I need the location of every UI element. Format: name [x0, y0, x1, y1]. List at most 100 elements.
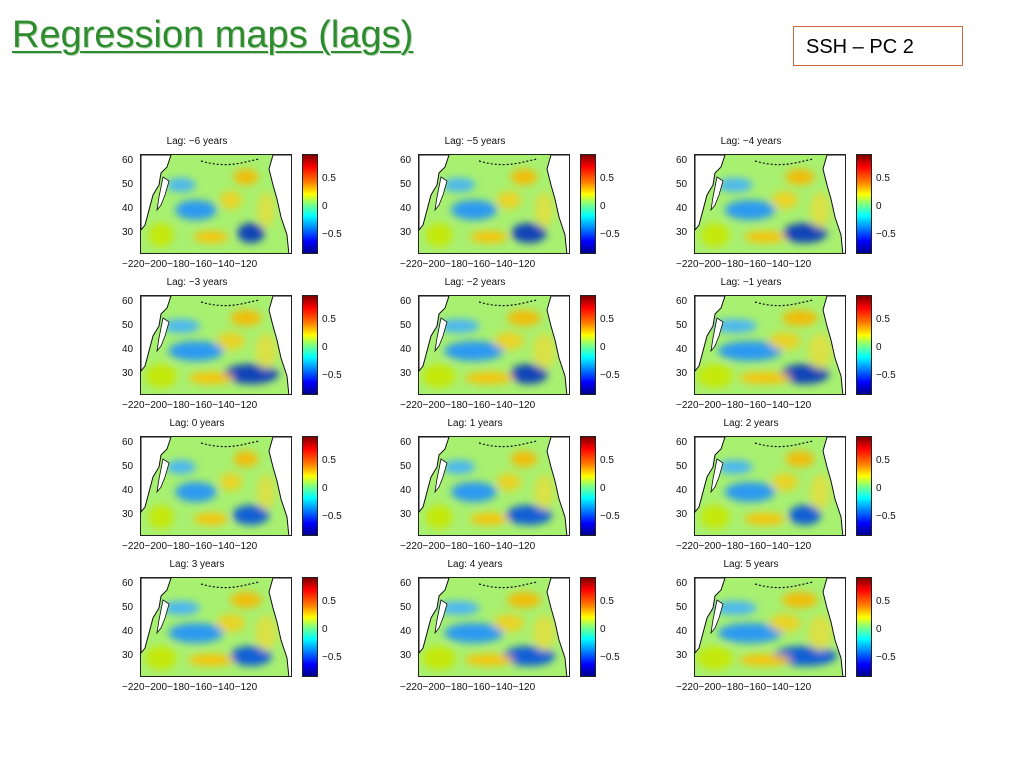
y-axis-tick-label: 50 — [122, 179, 134, 190]
y-axis-tick-label: 50 — [122, 461, 134, 472]
y-axis-tick-label: 60 — [676, 578, 688, 589]
map-field-graphic — [141, 578, 291, 676]
ssh-regression-map — [140, 295, 292, 395]
ssh-regression-map — [140, 577, 292, 677]
colorbar-tick-label: 0 — [876, 483, 882, 494]
y-axis-tick-label: 40 — [122, 344, 134, 355]
x-axis-tick-labels: −220−200−180−160−140−120 — [122, 682, 258, 693]
regression-map-panel: Lag: −4 years 60 50 40 30 −220−200−180−160−14… — [656, 136, 926, 280]
ssh-regression-map — [418, 154, 570, 254]
colorbar-tick-label: −0.5 — [876, 229, 896, 240]
map-field-graphic — [695, 296, 845, 394]
colorbar-tick-label: 0 — [322, 201, 328, 212]
colorbar-tick-label: 0.5 — [322, 314, 336, 325]
map-field-graphic — [419, 296, 569, 394]
ssh-regression-map — [694, 154, 846, 254]
y-axis-tick-label: 60 — [400, 578, 412, 589]
y-axis-tick-label: 40 — [676, 344, 688, 355]
colorbar — [856, 295, 872, 395]
colorbar-tick-label: 0.5 — [600, 173, 614, 184]
y-axis-tick-label: 30 — [676, 368, 688, 379]
regression-map-panel: Lag: 2 years 60 50 40 30 −220−200−180−160−140… — [656, 418, 926, 562]
regression-map-panel: Lag: −6 years 60 50 40 30 −220−200−180−160−14… — [102, 136, 372, 280]
regression-map-panel: Lag: 1 years 60 50 40 30 −220−200−180−160−140… — [380, 418, 650, 562]
ssh-regression-map — [140, 154, 292, 254]
y-axis-tick-label: 60 — [122, 437, 134, 448]
colorbar — [302, 436, 318, 536]
colorbar — [856, 154, 872, 254]
ssh-regression-map — [694, 295, 846, 395]
y-axis-tick-label: 50 — [400, 179, 412, 190]
x-axis-tick-labels: −220−200−180−160−140−120 — [400, 259, 536, 270]
colorbar-tick-label: 0.5 — [876, 596, 890, 607]
y-axis-tick-label: 40 — [400, 626, 412, 637]
y-axis-tick-label: 60 — [122, 296, 134, 307]
colorbar — [302, 154, 318, 254]
colorbar-tick-label: 0.5 — [600, 314, 614, 325]
ssh-regression-map — [418, 295, 570, 395]
regression-map-panel: Lag: −3 years 60 50 40 30 −220−200−180−160−14… — [102, 277, 372, 421]
y-axis-tick-label: 30 — [400, 650, 412, 661]
y-axis-tick-label: 30 — [676, 650, 688, 661]
panel-title: Lag: 5 years — [723, 559, 779, 570]
colorbar-tick-label: 0 — [876, 201, 882, 212]
y-axis-tick-label: 40 — [400, 344, 412, 355]
y-axis-tick-label: 60 — [122, 155, 134, 166]
ssh-regression-map — [694, 436, 846, 536]
y-axis-tick-label: 50 — [400, 320, 412, 331]
colorbar-tick-label: 0.5 — [322, 596, 336, 607]
colorbar-tick-label: 0 — [600, 624, 606, 635]
panel-title: Lag: 1 years — [447, 418, 503, 429]
map-field-graphic — [419, 578, 569, 676]
regression-map-panel: Lag: −1 years 60 50 40 30 −220−200−180−160−14… — [656, 277, 926, 421]
ssh-regression-map — [418, 436, 570, 536]
colorbar-tick-label: 0.5 — [322, 455, 336, 466]
colorbar — [580, 436, 596, 536]
regression-map-panel: Lag: −5 years 60 50 40 30 −220−200−180−160−14… — [380, 136, 650, 280]
y-axis-tick-label: 50 — [122, 320, 134, 331]
y-axis-tick-label: 50 — [122, 602, 134, 613]
regression-map-panel: Lag: 4 years 60 50 40 30 −220−200−180−160−140… — [380, 559, 650, 703]
y-axis-tick-label: 40 — [122, 626, 134, 637]
colorbar — [580, 295, 596, 395]
colorbar-tick-label: 0.5 — [876, 173, 890, 184]
panel-title: Lag: 3 years — [169, 559, 225, 570]
y-axis-tick-label: 30 — [676, 509, 688, 520]
colorbar — [856, 577, 872, 677]
colorbar-tick-label: 0.5 — [322, 173, 336, 184]
y-axis-tick-label: 40 — [676, 485, 688, 496]
panel-title: Lag: −1 years — [720, 277, 782, 288]
x-axis-tick-labels: −220−200−180−160−140−120 — [676, 541, 812, 552]
y-axis-tick-label: 50 — [400, 461, 412, 472]
regression-map-panel: Lag: 3 years 60 50 40 30 −220−200−180−160−140… — [102, 559, 372, 703]
colorbar-tick-label: −0.5 — [322, 370, 342, 381]
map-field-graphic — [695, 155, 845, 253]
map-field-graphic — [141, 155, 291, 253]
panel-title: Lag: −3 years — [166, 277, 228, 288]
x-axis-tick-labels: −220−200−180−160−140−120 — [676, 682, 812, 693]
y-axis-tick-label: 50 — [676, 461, 688, 472]
y-axis-tick-label: 60 — [676, 437, 688, 448]
colorbar-tick-label: 0.5 — [876, 455, 890, 466]
colorbar — [302, 577, 318, 677]
colorbar-tick-label: −0.5 — [600, 370, 620, 381]
colorbar — [856, 436, 872, 536]
colorbar-tick-label: −0.5 — [876, 370, 896, 381]
y-axis-tick-label: 30 — [400, 368, 412, 379]
colorbar-tick-label: 0.5 — [600, 455, 614, 466]
slide-title: Regression maps (lags) — [12, 14, 414, 56]
y-axis-tick-label: 30 — [400, 227, 412, 238]
map-field-graphic — [419, 437, 569, 535]
colorbar-tick-label: −0.5 — [322, 229, 342, 240]
colorbar-tick-label: −0.5 — [322, 652, 342, 663]
y-axis-tick-label: 50 — [676, 179, 688, 190]
y-axis-tick-label: 30 — [122, 227, 134, 238]
y-axis-tick-label: 40 — [676, 203, 688, 214]
colorbar — [302, 295, 318, 395]
x-axis-tick-labels: −220−200−180−160−140−120 — [400, 541, 536, 552]
map-field-graphic — [419, 155, 569, 253]
colorbar-tick-label: 0 — [600, 342, 606, 353]
colorbar-tick-label: −0.5 — [876, 652, 896, 663]
x-axis-tick-labels: −220−200−180−160−140−120 — [676, 259, 812, 270]
colorbar-tick-label: 0 — [600, 201, 606, 212]
